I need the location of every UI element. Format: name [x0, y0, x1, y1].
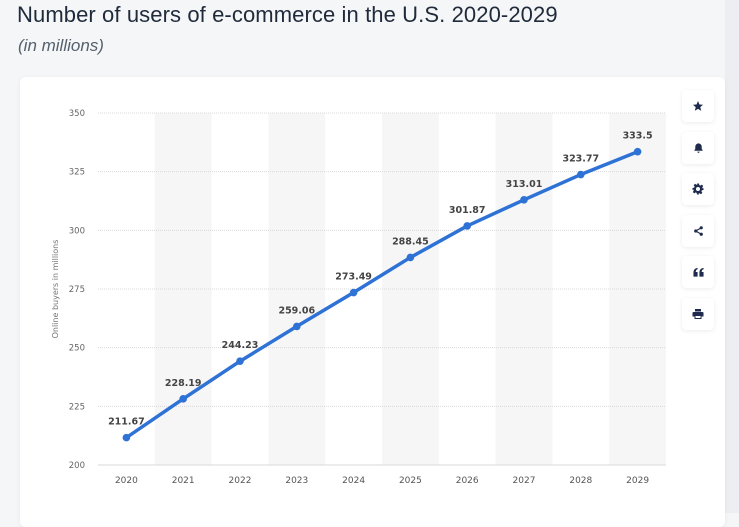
quote-icon	[692, 267, 704, 277]
notification-button[interactable]	[682, 131, 714, 164]
data-label: 301.87	[449, 205, 486, 216]
gear-icon	[692, 183, 704, 195]
star-icon	[693, 101, 703, 111]
y-tick-label: 325	[69, 168, 85, 178]
printer-icon	[692, 308, 704, 319]
x-tick-label: 2024	[342, 476, 365, 486]
category-band	[609, 113, 666, 465]
data-label: 313.01	[506, 179, 543, 190]
x-tick-label: 2026	[456, 476, 479, 486]
data-label: 333.5	[623, 131, 653, 142]
data-point[interactable]	[520, 196, 528, 204]
y-tick-label: 250	[69, 344, 85, 354]
x-tick-label: 2028	[569, 476, 592, 486]
y-axis-label: Online buyers in millions	[51, 240, 60, 339]
data-point[interactable]	[179, 395, 187, 403]
data-label: 323.77	[562, 154, 599, 165]
page-scrollbar-gutter	[725, 0, 739, 513]
data-label: 244.23	[222, 340, 259, 351]
data-point[interactable]	[349, 288, 358, 297]
data-point[interactable]	[463, 222, 472, 230]
settings-button[interactable]	[682, 173, 714, 205]
y-tick-label: 300	[69, 226, 85, 236]
data-label: 228.19	[165, 378, 202, 389]
favorite-button[interactable]	[682, 90, 714, 122]
chart-card	[20, 77, 725, 527]
y-tick-label: 275	[69, 285, 85, 295]
x-tick-label: 2020	[115, 476, 138, 486]
data-point[interactable]	[406, 253, 415, 262]
chart-toolbar	[682, 90, 714, 339]
x-tick-label: 2025	[399, 476, 422, 486]
x-tick-label: 2021	[172, 476, 195, 486]
y-tick-label: 225	[69, 402, 85, 412]
data-point[interactable]	[122, 433, 131, 442]
data-point[interactable]	[293, 322, 301, 331]
bell-icon	[693, 142, 703, 153]
x-tick-label: 2029	[626, 476, 649, 486]
x-tick-label: 2022	[229, 476, 252, 486]
series-line	[124, 149, 640, 440]
x-tick-label: 2027	[513, 476, 536, 486]
data-point[interactable]	[236, 357, 244, 366]
line-chart: 200 225 250 275 300 325 350 2020 2021 2022 2023 20…	[51, 109, 666, 486]
data-label: 288.45	[392, 236, 429, 247]
chart-title: Number of users of e-commerce in the U.S…	[17, 2, 558, 27]
y-tick-label: 350	[69, 109, 85, 119]
data-label: 273.49	[335, 272, 372, 283]
y-tick-label: 200	[69, 461, 85, 471]
data-point[interactable]	[633, 147, 642, 156]
x-tick-label: 2023	[285, 476, 308, 486]
data-label: 211.67	[108, 417, 145, 428]
chart-subtitle: (in millions)	[18, 36, 104, 55]
data-point[interactable]	[577, 170, 585, 179]
share-button[interactable]	[682, 214, 714, 247]
share-icon	[693, 225, 703, 236]
data-label: 259.06	[278, 305, 315, 316]
cite-button[interactable]	[682, 256, 714, 288]
print-button[interactable]	[682, 297, 714, 330]
